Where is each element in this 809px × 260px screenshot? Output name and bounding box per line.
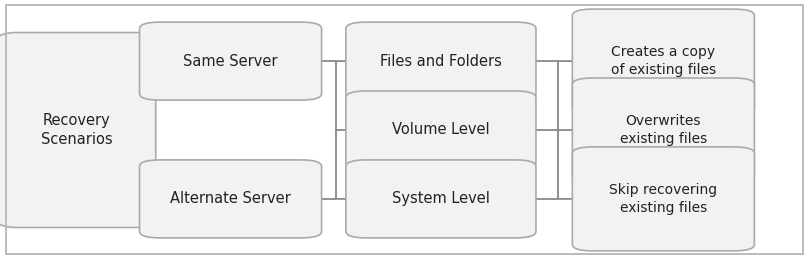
Text: Creates a copy
of existing files: Creates a copy of existing files xyxy=(611,45,716,77)
Text: System Level: System Level xyxy=(392,191,489,206)
Text: Files and Folders: Files and Folders xyxy=(380,54,502,69)
FancyBboxPatch shape xyxy=(572,78,754,182)
Text: Overwrites
existing files: Overwrites existing files xyxy=(620,114,707,146)
FancyBboxPatch shape xyxy=(572,9,754,113)
Text: Recovery
Scenarios: Recovery Scenarios xyxy=(41,113,112,147)
FancyBboxPatch shape xyxy=(0,32,155,228)
FancyBboxPatch shape xyxy=(139,22,321,100)
Text: Skip recovering
existing files: Skip recovering existing files xyxy=(609,183,718,215)
FancyBboxPatch shape xyxy=(572,147,754,251)
Text: Volume Level: Volume Level xyxy=(392,122,489,138)
Text: Same Server: Same Server xyxy=(184,54,277,69)
Text: Alternate Server: Alternate Server xyxy=(170,191,291,206)
FancyBboxPatch shape xyxy=(345,22,536,100)
FancyBboxPatch shape xyxy=(139,160,321,238)
FancyBboxPatch shape xyxy=(345,91,536,169)
FancyBboxPatch shape xyxy=(345,160,536,238)
